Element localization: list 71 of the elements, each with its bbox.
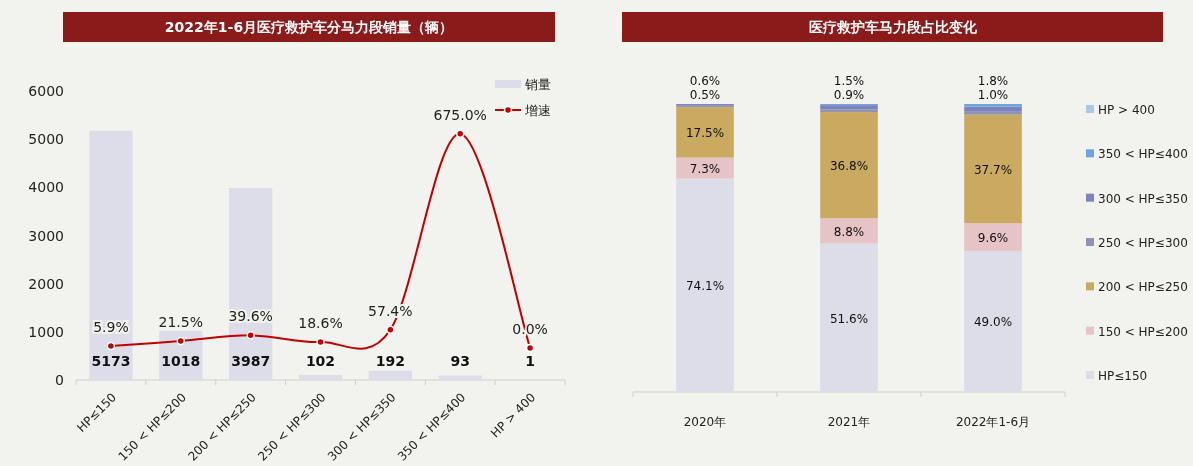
bar <box>820 112 878 219</box>
data-label: 675.0% <box>433 106 487 123</box>
legend-label: 增速 <box>524 103 551 118</box>
data-label: 1.8% <box>977 74 1009 88</box>
data-label: 5173 <box>91 353 131 369</box>
bar <box>228 187 273 380</box>
bar <box>964 106 1022 112</box>
bar <box>820 105 878 110</box>
bar <box>964 114 1022 224</box>
bar <box>964 250 1022 392</box>
bar <box>820 243 878 392</box>
chart-title: 2022年1-6月医疗救护车分马力段销量（辆） <box>164 19 454 35</box>
data-label: 102 <box>305 353 336 369</box>
chart-title: 医疗救护车马力段占比变化 <box>808 19 978 35</box>
data-label: 51.6% <box>829 311 869 326</box>
legend-label: 销量 <box>524 77 551 92</box>
point <box>246 331 255 340</box>
data-label: 8.8% <box>833 224 865 239</box>
legend-label: HP > 400 <box>1098 103 1155 117</box>
data-label: 7.3% <box>689 162 721 177</box>
point <box>455 129 465 139</box>
y-tick-label: 1000 <box>28 323 64 340</box>
x-tick-label: 2022年1-6月 <box>955 415 1031 429</box>
data-label: 1 <box>525 353 535 369</box>
legend-label: 300 < HP≤350 <box>1098 191 1188 206</box>
data-label: 74.1% <box>685 279 725 294</box>
bar <box>676 178 734 392</box>
bar <box>964 223 1022 251</box>
data-label: 1.5% <box>833 74 865 88</box>
point <box>316 337 325 347</box>
data-label: 39.6% <box>228 308 273 325</box>
point <box>176 336 186 346</box>
x-tick-label: 2020年 <box>683 415 727 429</box>
point <box>106 341 116 351</box>
legend-label: 350 < HP≤400 <box>1098 147 1188 162</box>
legend-label: 200 < HP≤250 <box>1098 280 1188 295</box>
y-tick-label: 6000 <box>28 83 64 99</box>
data-label: 0.9% <box>833 88 865 102</box>
data-label: 36.8% <box>829 159 869 174</box>
bar <box>964 104 1022 107</box>
data-label: 1.0% <box>977 88 1009 102</box>
y-tick-label: 4000 <box>28 179 64 196</box>
data-label: 192 <box>375 353 405 369</box>
legend-label: HP≤150 <box>1098 369 1148 383</box>
data-label: 93 <box>450 353 470 369</box>
legend-label: 150 < HP≤200 <box>1098 324 1188 339</box>
bar <box>676 157 734 179</box>
bar <box>89 130 133 380</box>
y-tick-label: 0 <box>55 372 64 388</box>
data-label: 37.7% <box>973 162 1013 177</box>
data-label: 17.5% <box>685 126 725 141</box>
y-tick-label: 3000 <box>28 227 64 244</box>
y-tick-label: 5000 <box>28 131 64 148</box>
data-label: 0.6% <box>689 74 721 88</box>
data-label: 5.9% <box>93 319 129 336</box>
y-tick-label: 2000 <box>28 275 64 292</box>
bar <box>676 107 734 158</box>
data-label: 18.6% <box>298 314 343 331</box>
data-label: 3987 <box>231 353 271 369</box>
legend-label: 250 < HP≤300 <box>1098 236 1188 250</box>
bar <box>820 109 878 113</box>
data-label: 9.6% <box>977 231 1009 246</box>
bar <box>964 111 1022 115</box>
data-label: 1018 <box>161 353 201 369</box>
data-label: 21.5% <box>158 314 204 331</box>
x-tick-label: HP > 400 <box>488 390 539 441</box>
point <box>386 325 395 334</box>
data-label: 49.0% <box>973 315 1013 330</box>
data-label: 0.5% <box>689 88 721 102</box>
x-tick-label: 2021年 <box>827 415 871 429</box>
point <box>525 343 535 353</box>
